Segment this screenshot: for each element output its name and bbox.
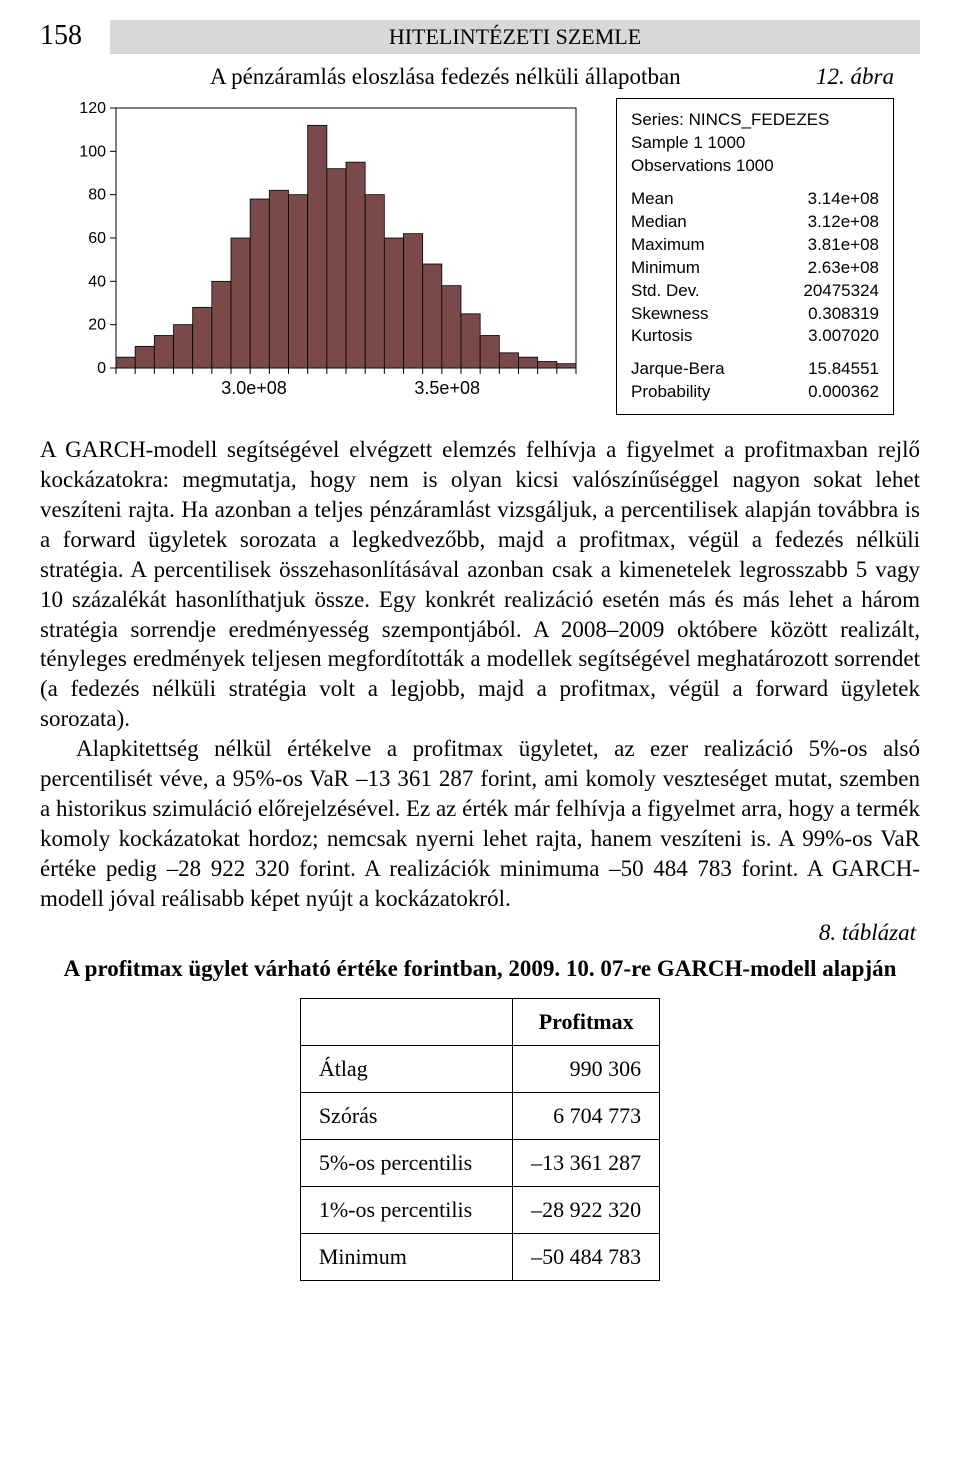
stats-row: Median 3.12e+08 [631, 211, 879, 234]
stats-label: Mean [631, 188, 674, 211]
stats-value: 3.14e+08 [808, 188, 879, 211]
table-row: Minimum–50 484 783 [300, 1233, 659, 1280]
stats-row: Skewness 0.308319 [631, 303, 879, 326]
stats-label: Probability [631, 381, 710, 404]
table-cell-label: Átlag [300, 1045, 512, 1092]
body-text: A GARCH-modell segítségével elvégzett el… [40, 435, 920, 913]
stats-value: 3.007020 [808, 325, 879, 348]
table-cell-label: Szórás [300, 1092, 512, 1139]
stats-row: Probability 0.000362 [631, 381, 879, 404]
stats-value: 3.12e+08 [808, 211, 879, 234]
table-cell-value: –13 361 287 [513, 1139, 660, 1186]
stats-label: Skewness [631, 303, 708, 326]
svg-text:120: 120 [79, 100, 106, 117]
stats-header-2: Sample 1 1000 [631, 132, 879, 155]
svg-text:3.5e+08: 3.5e+08 [414, 378, 480, 398]
chart-row: 120 100 80 60 40 20 0 3.0e+08 3.5e+08 Series: NI… [40, 98, 920, 415]
stats-label: Median [631, 211, 687, 234]
paragraph-2: Alapkitettség nélkül értékelve a profitm… [40, 734, 920, 913]
stats-value: 20475324 [803, 280, 879, 303]
stats-value: 3.81e+08 [808, 234, 879, 257]
table-tag-row: 8. táblázat [40, 920, 920, 946]
stats-header-3: Observations 1000 [631, 155, 879, 178]
svg-text:100: 100 [79, 143, 106, 160]
stats-row: Jarque-Bera 15.84551 [631, 358, 879, 381]
stats-row: Minimum 2.63e+08 [631, 257, 879, 280]
stats-label: Jarque-Bera [631, 358, 725, 381]
svg-text:3.0e+08: 3.0e+08 [221, 378, 287, 398]
table-tag: 8. táblázat [819, 920, 916, 946]
header-row: 158 HITELINTÉZETI SZEMLE [40, 20, 920, 54]
table-row: 1%-os percentilis–28 922 320 [300, 1186, 659, 1233]
stats-label: Minimum [631, 257, 700, 280]
histogram-chart: 120 100 80 60 40 20 0 3.0e+08 3.5e+08 [66, 98, 586, 408]
svg-text:60: 60 [88, 230, 106, 247]
table-header: Profitmax [513, 998, 660, 1045]
stats-value: 15.84551 [808, 358, 879, 381]
page-number: 158 [40, 20, 110, 52]
stats-value: 0.308319 [808, 303, 879, 326]
stats-value: 2.63e+08 [808, 257, 879, 280]
paragraph-1: A GARCH-modell segítségével elvégzett el… [40, 435, 920, 734]
table-cell-value: –50 484 783 [513, 1233, 660, 1280]
svg-text:0: 0 [97, 360, 106, 377]
table-row: 5%-os percentilis–13 361 287 [300, 1139, 659, 1186]
stats-value: 0.000362 [808, 381, 879, 404]
data-table: Profitmax Átlag990 306Szórás6 704 7735%-… [300, 998, 660, 1281]
table-corner [300, 998, 512, 1045]
table-cell-value: 6 704 773 [513, 1092, 660, 1139]
stats-box: Series: NINCS_FEDEZES Sample 1 1000 Obse… [616, 98, 894, 415]
stats-row: Maximum 3.81e+08 [631, 234, 879, 257]
table-row: Szórás6 704 773 [300, 1092, 659, 1139]
figure-caption: A pénzáramlás eloszlása fedezés nélküli … [210, 64, 681, 90]
table-cell-value: –28 922 320 [513, 1186, 660, 1233]
table-caption: A profitmax ügylet várható értéke forint… [40, 956, 920, 982]
svg-text:80: 80 [88, 187, 106, 204]
table-cell-value: 990 306 [513, 1045, 660, 1092]
stats-header-1: Series: NINCS_FEDEZES [631, 109, 879, 132]
svg-text:20: 20 [88, 317, 106, 334]
stats-label: Std. Dev. [631, 280, 700, 303]
page: 158 HITELINTÉZETI SZEMLE A pénzáramlás e… [0, 0, 960, 1321]
stats-row: Mean 3.14e+08 [631, 188, 879, 211]
stats-label: Kurtosis [631, 325, 692, 348]
table-cell-label: 1%-os percentilis [300, 1186, 512, 1233]
figure-caption-row: A pénzáramlás eloszlása fedezés nélküli … [40, 64, 920, 90]
header-title: HITELINTÉZETI SZEMLE [110, 20, 920, 54]
table-cell-label: Minimum [300, 1233, 512, 1280]
stats-label: Maximum [631, 234, 705, 257]
figure-tag: 12. ábra [816, 64, 894, 90]
table-header-row: Profitmax [300, 998, 659, 1045]
table-cell-label: 5%-os percentilis [300, 1139, 512, 1186]
table-row: Átlag990 306 [300, 1045, 659, 1092]
stats-row: Kurtosis 3.007020 [631, 325, 879, 348]
svg-text:40: 40 [88, 273, 106, 290]
histogram-svg: 120 100 80 60 40 20 0 3.0e+08 3.5e+08 [66, 98, 586, 408]
stats-row: Std. Dev. 20475324 [631, 280, 879, 303]
